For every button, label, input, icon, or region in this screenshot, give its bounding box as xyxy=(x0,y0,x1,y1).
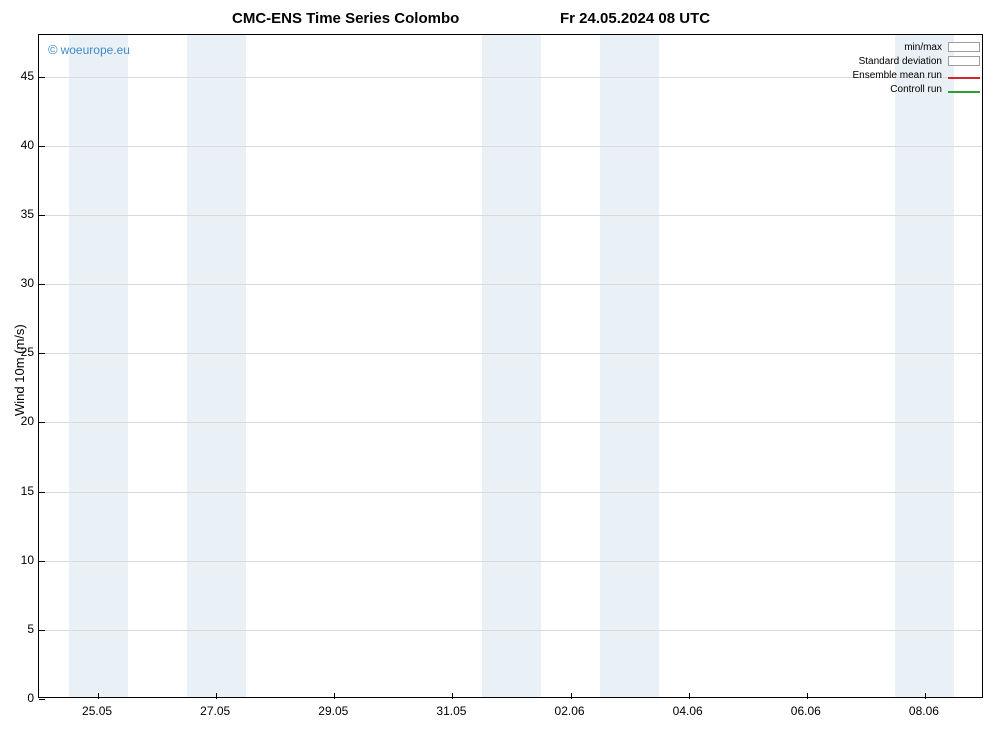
y-tick-label: 20 xyxy=(10,414,34,428)
x-tick-label: 04.06 xyxy=(673,704,703,718)
y-tick-label: 35 xyxy=(10,207,34,221)
y-tick-label: 5 xyxy=(10,622,34,636)
x-tick-label: 02.06 xyxy=(555,704,585,718)
day-band xyxy=(600,35,659,697)
gridline-horizontal xyxy=(39,215,982,216)
x-tick xyxy=(334,693,335,699)
legend-swatch xyxy=(948,91,980,93)
y-tick-label: 0 xyxy=(10,691,34,705)
gridline-horizontal xyxy=(39,561,982,562)
x-tick xyxy=(571,693,572,699)
legend-item: Standard deviation xyxy=(853,54,981,68)
watermark-text: woeurope.eu xyxy=(61,43,130,57)
legend-label: min/max xyxy=(904,42,942,53)
x-tick xyxy=(98,693,99,699)
legend-label: Controll run xyxy=(890,84,942,95)
x-tick-label: 27.05 xyxy=(200,704,230,718)
x-tick-label: 25.05 xyxy=(82,704,112,718)
x-tick xyxy=(689,693,690,699)
y-tick xyxy=(39,353,45,354)
y-tick xyxy=(39,422,45,423)
y-axis-label: Wind 10m (m/s) xyxy=(12,324,27,416)
x-tick xyxy=(807,693,808,699)
x-tick xyxy=(452,693,453,699)
gridline-horizontal xyxy=(39,284,982,285)
gridline-horizontal xyxy=(39,77,982,78)
x-tick xyxy=(216,693,217,699)
day-band xyxy=(69,35,128,697)
legend-label: Standard deviation xyxy=(859,56,942,67)
day-band xyxy=(895,35,954,697)
legend: min/max Standard deviation Ensemble mean r… xyxy=(853,40,981,96)
x-tick xyxy=(925,693,926,699)
day-band xyxy=(187,35,246,697)
legend-item: min/max xyxy=(853,40,981,54)
x-tick-label: 08.06 xyxy=(909,704,939,718)
y-tick-label: 15 xyxy=(10,484,34,498)
x-tick-label: 31.05 xyxy=(436,704,466,718)
gridline-horizontal xyxy=(39,630,982,631)
y-tick xyxy=(39,215,45,216)
gridline-horizontal xyxy=(39,492,982,493)
y-tick xyxy=(39,146,45,147)
y-tick xyxy=(39,561,45,562)
y-tick-label: 45 xyxy=(10,69,34,83)
x-tick-label: 06.06 xyxy=(791,704,821,718)
y-tick xyxy=(39,284,45,285)
legend-swatch xyxy=(948,77,980,79)
watermark: © woeurope.eu xyxy=(48,42,130,57)
y-tick-label: 25 xyxy=(10,345,34,359)
gridline-horizontal xyxy=(39,422,982,423)
plot-area xyxy=(38,34,983,698)
legend-item: Ensemble mean run xyxy=(853,68,981,82)
legend-swatch xyxy=(948,42,980,52)
legend-label: Ensemble mean run xyxy=(853,70,943,81)
gridline-horizontal xyxy=(39,353,982,354)
chart-title-right: Fr 24.05.2024 08 UTC xyxy=(560,10,710,27)
chart-container: CMC-ENS Time Series Colombo Fr 24.05.202… xyxy=(0,0,1000,733)
copyright-icon: © xyxy=(48,42,58,57)
y-tick xyxy=(39,699,45,700)
x-tick-label: 29.05 xyxy=(318,704,348,718)
y-tick-label: 30 xyxy=(10,276,34,290)
y-tick-label: 10 xyxy=(10,553,34,567)
y-tick xyxy=(39,77,45,78)
legend-swatch xyxy=(948,56,980,66)
y-tick xyxy=(39,630,45,631)
legend-item: Controll run xyxy=(853,82,981,96)
chart-title-left: CMC-ENS Time Series Colombo xyxy=(232,10,459,27)
y-tick-label: 40 xyxy=(10,138,34,152)
y-tick xyxy=(39,492,45,493)
gridline-horizontal xyxy=(39,146,982,147)
day-band xyxy=(482,35,541,697)
